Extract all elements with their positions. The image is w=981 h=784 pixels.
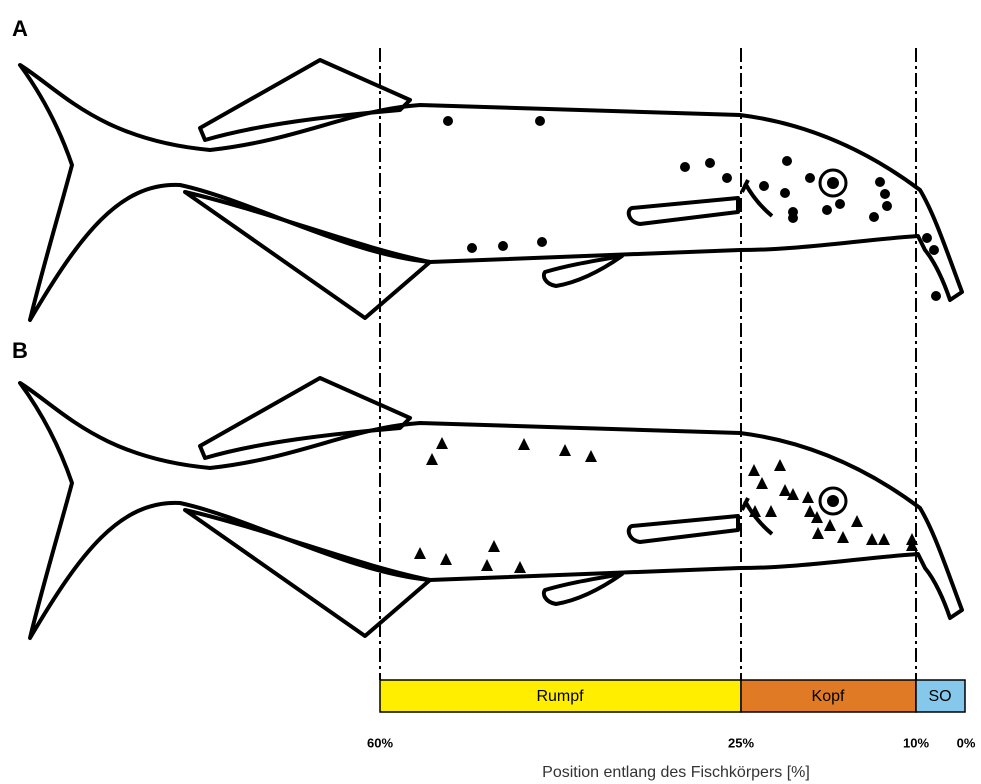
triangle-marker (837, 531, 849, 543)
triangle-marker (518, 438, 530, 450)
triangle-marker (426, 453, 438, 465)
triangle-marker (824, 519, 836, 531)
region-label: Kopf (812, 688, 845, 705)
dot-marker (869, 212, 879, 222)
triangle-marker (748, 464, 760, 476)
dot-marker (805, 173, 815, 183)
dot-marker (882, 201, 892, 211)
triangle-marker (804, 505, 816, 517)
triangle-marker (440, 553, 452, 565)
dot-marker (467, 243, 477, 253)
dot-marker (680, 162, 690, 172)
triangle-marker (488, 540, 500, 552)
dot-marker (535, 116, 545, 126)
dot-marker (788, 213, 798, 223)
triangle-marker (481, 559, 493, 571)
triangle-marker (866, 533, 878, 545)
figure: A B Rumpf Kopf SO 60% 25% 10% 0% Positio… (0, 0, 981, 784)
triangle-marker (514, 561, 526, 573)
axis-title: Position entlang des Fischkörpers [%] (542, 764, 810, 781)
dot-marker (929, 245, 939, 255)
panel-label: B (12, 338, 28, 363)
dot-marker (880, 189, 890, 199)
dot-marker (498, 241, 508, 251)
dot-marker (931, 291, 941, 301)
dot-marker (922, 233, 932, 243)
triangle-marker (774, 459, 786, 471)
fish-a (20, 60, 962, 320)
dot-marker (722, 173, 732, 183)
dot-marker (759, 181, 769, 191)
triangle-marker (756, 477, 768, 489)
triangle-marker (559, 444, 571, 456)
tick-label: 0% (957, 735, 976, 750)
dot-marker (875, 177, 885, 187)
triangle-marker (878, 533, 890, 545)
markers (414, 116, 941, 573)
triangle-marker (851, 515, 863, 527)
triangle-marker (765, 505, 777, 517)
panel-label: A (12, 16, 28, 41)
tick-label: 25% (728, 735, 754, 750)
fish-b (20, 378, 962, 638)
tick-label: 60% (367, 735, 393, 750)
dot-marker (705, 158, 715, 168)
triangle-marker (436, 437, 448, 449)
region-label: SO (928, 688, 951, 705)
dot-marker (780, 188, 790, 198)
triangle-marker (414, 547, 426, 559)
triangle-marker (812, 527, 824, 539)
tick-label: 10% (903, 735, 929, 750)
dot-marker (822, 205, 832, 215)
dot-marker (537, 237, 547, 247)
triangle-marker (585, 450, 597, 462)
triangle-marker (779, 484, 791, 496)
dot-marker (835, 199, 845, 209)
triangle-marker (802, 491, 814, 503)
dot-marker (782, 156, 792, 166)
dot-marker (443, 116, 453, 126)
region-label: Rumpf (536, 688, 584, 705)
